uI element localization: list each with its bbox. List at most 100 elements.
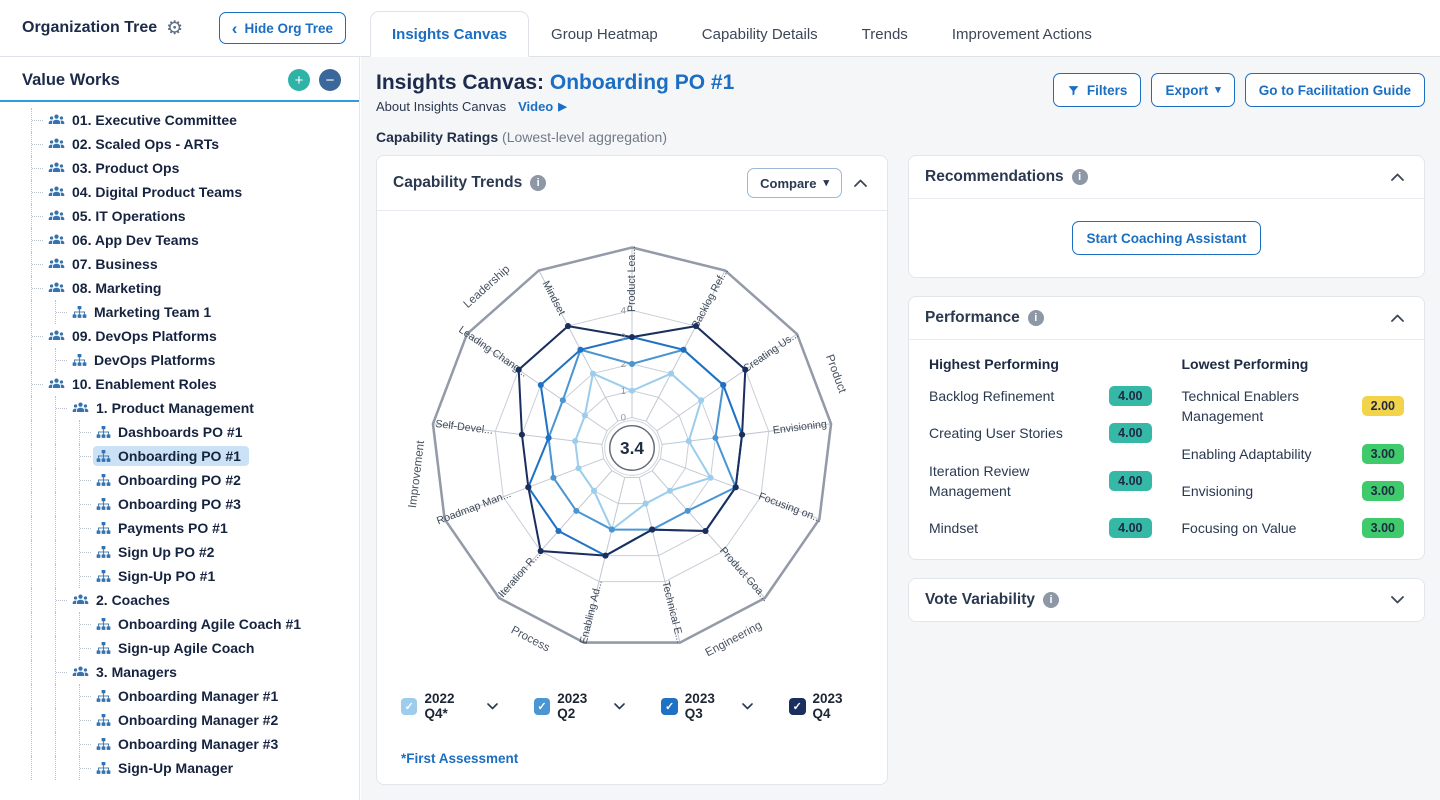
legend-item-2022-q4: ✓ 2022 Q4* xyxy=(401,691,498,721)
tree-item-sign-up-manager[interactable]: Sign-Up Manager xyxy=(0,756,359,780)
series-checkbox[interactable]: ✓ xyxy=(788,697,806,715)
caret-down-icon: ▾ xyxy=(823,176,829,189)
tree-item-02-scaled-ops-arts[interactable]: 02. Scaled Ops - ARTs xyxy=(0,132,359,156)
section-label: Capability Ratings (Lowest-level aggrega… xyxy=(376,129,1425,145)
chevron-down-icon[interactable] xyxy=(742,702,753,710)
tree-item-label: Onboarding PO #2 xyxy=(118,472,241,488)
page-title: Insights Canvas: Onboarding PO #1 xyxy=(376,71,734,95)
chevron-down-icon[interactable] xyxy=(1387,592,1408,608)
svg-text:Self-Devel...: Self-Devel... xyxy=(435,418,494,437)
series-checkbox[interactable]: ✓ xyxy=(661,697,678,715)
tree-item-devops-platforms[interactable]: DevOps Platforms xyxy=(0,348,359,372)
lowest-performing-column: Lowest Performing Technical Enablers Mana… xyxy=(1181,356,1404,555)
collapse-all-button[interactable]: − xyxy=(319,69,341,91)
tree-item-onboarding-manager-2[interactable]: Onboarding Manager #2 xyxy=(0,708,359,732)
tree-item-label: Sign Up PO #2 xyxy=(118,544,215,560)
team-group-icon xyxy=(48,136,65,153)
tree-item-onboarding-po-2[interactable]: Onboarding PO #2 xyxy=(0,468,359,492)
tree-item-onboarding-po-1[interactable]: Onboarding PO #1 xyxy=(0,444,359,468)
tree-item-sign-up-agile-coach[interactable]: Sign-up Agile Coach xyxy=(0,636,359,660)
video-link[interactable]: Video ▶ xyxy=(518,99,567,114)
chevron-up-icon[interactable] xyxy=(1387,169,1408,185)
svg-text:1: 1 xyxy=(621,386,626,397)
perf-item-technical-enablers-management: Technical Enablers Management 2.00 xyxy=(1182,386,1404,427)
score-badge: 4.00 xyxy=(1109,386,1152,407)
tree-item-sign-up-po-1[interactable]: Sign-Up PO #1 xyxy=(0,564,359,588)
svg-text:Technical E...: Technical E... xyxy=(659,580,686,644)
tree-item-05-it-operations[interactable]: 05. IT Operations xyxy=(0,204,359,228)
performance-title: Performance xyxy=(925,309,1020,326)
tree-item-payments-po-1[interactable]: Payments PO #1 xyxy=(0,516,359,540)
org-unit-icon xyxy=(96,521,111,536)
perf-item-backlog-refinement: Backlog Refinement 4.00 xyxy=(929,386,1152,407)
filters-button[interactable]: Filters xyxy=(1052,73,1142,107)
chevron-up-icon[interactable] xyxy=(1387,310,1408,326)
tab-improvement-actions[interactable]: Improvement Actions xyxy=(951,26,1092,43)
tree-item-08-marketing[interactable]: 08. Marketing xyxy=(0,276,359,300)
filters-label: Filters xyxy=(1086,82,1128,98)
tree-item-onboarding-manager-1[interactable]: Onboarding Manager #1 xyxy=(0,684,359,708)
start-coaching-button[interactable]: Start Coaching Assistant xyxy=(1072,221,1261,255)
vote-variability-title: Vote Variability xyxy=(925,591,1035,609)
info-icon[interactable]: i xyxy=(530,175,547,191)
tree-item-03-product-ops[interactable]: 03. Product Ops xyxy=(0,156,359,180)
hide-org-tree-button[interactable]: ‹ Hide Org Tree xyxy=(218,12,346,44)
chevron-down-icon[interactable] xyxy=(614,702,626,710)
tree-item-07-business[interactable]: 07. Business xyxy=(0,252,359,276)
tree-item-dashboards-po-1[interactable]: Dashboards PO #1 xyxy=(0,420,359,444)
tree-item-onboarding-po-3[interactable]: Onboarding PO #3 xyxy=(0,492,359,516)
tree-item-09-devops-platforms[interactable]: 09. DevOps Platforms xyxy=(0,324,359,348)
tree-item-label: 02. Scaled Ops - ARTs xyxy=(72,136,220,152)
trends-card-title: Capability Trends xyxy=(393,174,523,191)
tab-trends[interactable]: Trends xyxy=(861,26,908,43)
compare-label: Compare xyxy=(760,175,817,191)
tree-item-04-digital-product-teams[interactable]: 04. Digital Product Teams xyxy=(0,180,359,204)
tree-item-06-app-dev-teams[interactable]: 06. App Dev Teams xyxy=(0,228,359,252)
tree-item-10-enablement-roles[interactable]: 10. Enablement Roles xyxy=(0,372,359,396)
chevron-down-icon[interactable] xyxy=(486,702,498,710)
tree-item-2-coaches[interactable]: 2. Coaches xyxy=(0,588,359,612)
filter-icon xyxy=(1068,85,1079,95)
svg-text:Product Goa...: Product Goa... xyxy=(717,545,771,604)
tree-item-3-managers[interactable]: 3. Managers xyxy=(0,660,359,684)
tree-item-1-product-management[interactable]: 1. Product Management xyxy=(0,396,359,420)
info-icon[interactable]: i xyxy=(1027,310,1044,326)
expand-all-button[interactable]: + xyxy=(288,69,310,91)
gear-icon[interactable]: ⚙ xyxy=(166,17,184,39)
score-badge: 3.00 xyxy=(1361,481,1404,502)
series-checkbox[interactable]: ✓ xyxy=(533,697,551,715)
svg-text:Creating Us...: Creating Us... xyxy=(741,328,801,375)
tree-item-marketing-team-1[interactable]: Marketing Team 1 xyxy=(0,300,359,324)
facilitation-guide-button[interactable]: Go to Facilitation Guide xyxy=(1244,73,1425,107)
org-tree: 01. Executive Committee 02. Scaled Ops - … xyxy=(0,102,359,800)
tree-item-onboarding-manager-3[interactable]: Onboarding Manager #3 xyxy=(0,732,359,756)
value-works-header: Value Works + − xyxy=(0,57,359,102)
export-button[interactable]: Export ▾ xyxy=(1151,73,1235,107)
tree-item-label: Sign-Up Manager xyxy=(118,760,234,776)
tab-group-heatmap[interactable]: Group Heatmap xyxy=(551,26,658,43)
tab-insights-canvas[interactable]: Insights Canvas xyxy=(370,11,530,57)
tab-capability-details[interactable]: Capability Details xyxy=(701,26,818,43)
tree-item-01-executive-committee[interactable]: 01. Executive Committee xyxy=(0,108,359,132)
first-assessment-note[interactable]: *First Assessment xyxy=(401,751,519,766)
compare-button[interactable]: Compare ▾ xyxy=(747,168,842,198)
team-group-icon xyxy=(48,160,65,177)
team-group-icon xyxy=(48,184,65,201)
capability-name: Enabling Adaptability xyxy=(1181,445,1312,462)
sidebar: Value Works + − 01. Executive Committee 0… xyxy=(0,57,360,800)
info-icon[interactable]: i xyxy=(1042,592,1059,609)
series-legend: ✓ 2022 Q4* ✓ 2023 Q2 ✓ 2023 Q3 ✓ 2023 Q4 xyxy=(377,685,887,721)
page-title-prefix: Insights Canvas: xyxy=(376,71,545,94)
org-unit-icon xyxy=(96,473,111,488)
series-checkbox[interactable]: ✓ xyxy=(401,697,418,715)
chevron-up-icon[interactable] xyxy=(850,175,871,191)
tree-item-sign-up-po-2[interactable]: Sign Up PO #2 xyxy=(0,540,359,564)
svg-text:0: 0 xyxy=(621,413,626,424)
org-unit-icon xyxy=(96,713,111,728)
tree-item-label: Onboarding PO #1 xyxy=(118,448,241,464)
org-unit-icon xyxy=(96,617,111,632)
main-tabs: Insights Canvas Group Heatmap Capability D… xyxy=(360,0,1114,57)
radar-chart: Product Lea... Backlog Ref...Creating Us.… xyxy=(406,246,849,659)
tree-item-onboarding-agile-coach-1[interactable]: Onboarding Agile Coach #1 xyxy=(0,612,359,636)
info-icon[interactable]: i xyxy=(1071,169,1088,185)
